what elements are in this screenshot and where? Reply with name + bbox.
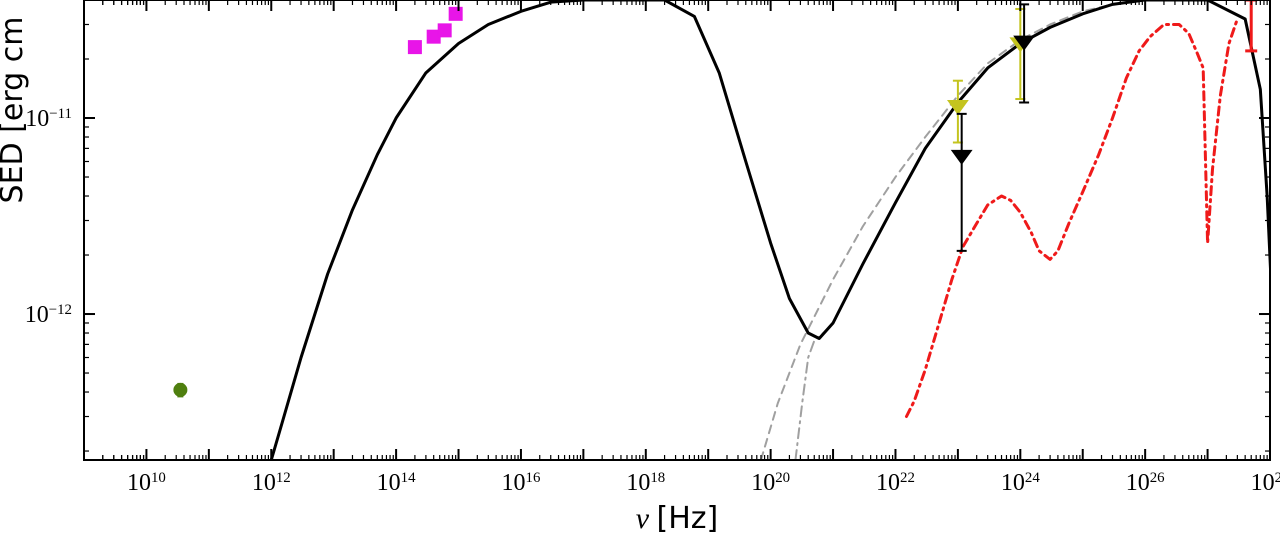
svg-text:1028: 1028 — [1251, 470, 1280, 496]
svg-text:1026: 1026 — [1126, 470, 1165, 496]
svg-text:1016: 1016 — [502, 470, 541, 496]
svg-text:1010: 1010 — [127, 470, 166, 496]
svg-text:1024: 1024 — [1001, 470, 1040, 496]
svg-text:10−11: 10−11 — [25, 106, 72, 132]
svg-text:1014: 1014 — [377, 470, 416, 496]
sed-chart: 1010 1012 1014 1016 1018 1020 1022 1024 1026 1028… — [0, 0, 1280, 549]
svg-text:1020: 1020 — [751, 470, 790, 496]
svg-text:1022: 1022 — [876, 470, 915, 496]
svg-text:SED [erg cm: SED [erg cm — [0, 17, 30, 204]
chart-svg: 1010 1012 1014 1016 1018 1020 1022 1024 1026 1028… — [0, 0, 1280, 549]
svg-text:10−12: 10−12 — [25, 302, 72, 328]
svg-text:ν [Hz]: ν [Hz] — [636, 501, 719, 536]
svg-text:1018: 1018 — [626, 470, 665, 496]
svg-text:1012: 1012 — [252, 470, 291, 496]
